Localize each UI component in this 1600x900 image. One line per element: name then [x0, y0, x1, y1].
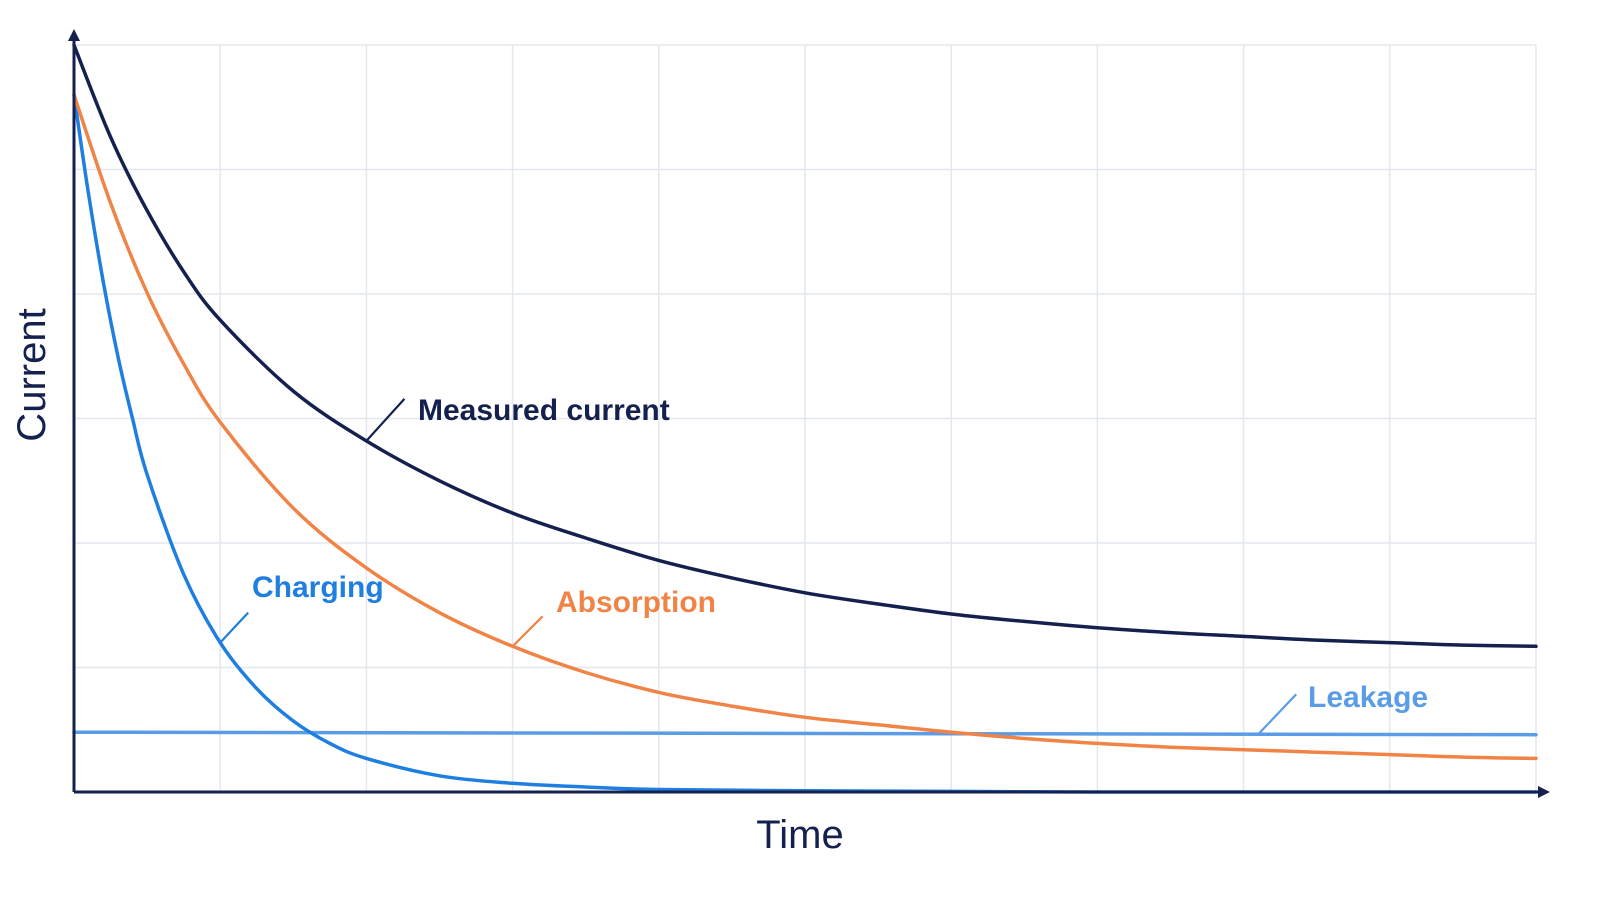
- label-layer: Measured current Absorption Charging Leakag…: [219, 394, 1428, 736]
- series-label-leakage: Leakage: [1308, 681, 1428, 714]
- leader-line-absorption: [511, 615, 544, 648]
- series-line-measured-current: [72, 43, 1538, 649]
- x-axis-label: Time: [756, 813, 843, 857]
- y-axis-label: Current: [10, 308, 54, 441]
- leader-line-leakage: [1257, 693, 1298, 736]
- series-label-absorption: Absorption: [556, 586, 716, 619]
- leader-line-measured-current: [365, 398, 406, 442]
- series-line-leakage: [72, 730, 1538, 737]
- leader-line-charging: [219, 611, 250, 644]
- axes: [68, 29, 1550, 798]
- series-line-absorption: [72, 93, 1538, 761]
- series-label-charging: Charging: [252, 571, 384, 604]
- grid: [74, 44, 1537, 792]
- series-label-measured-current: Measured current: [418, 394, 670, 427]
